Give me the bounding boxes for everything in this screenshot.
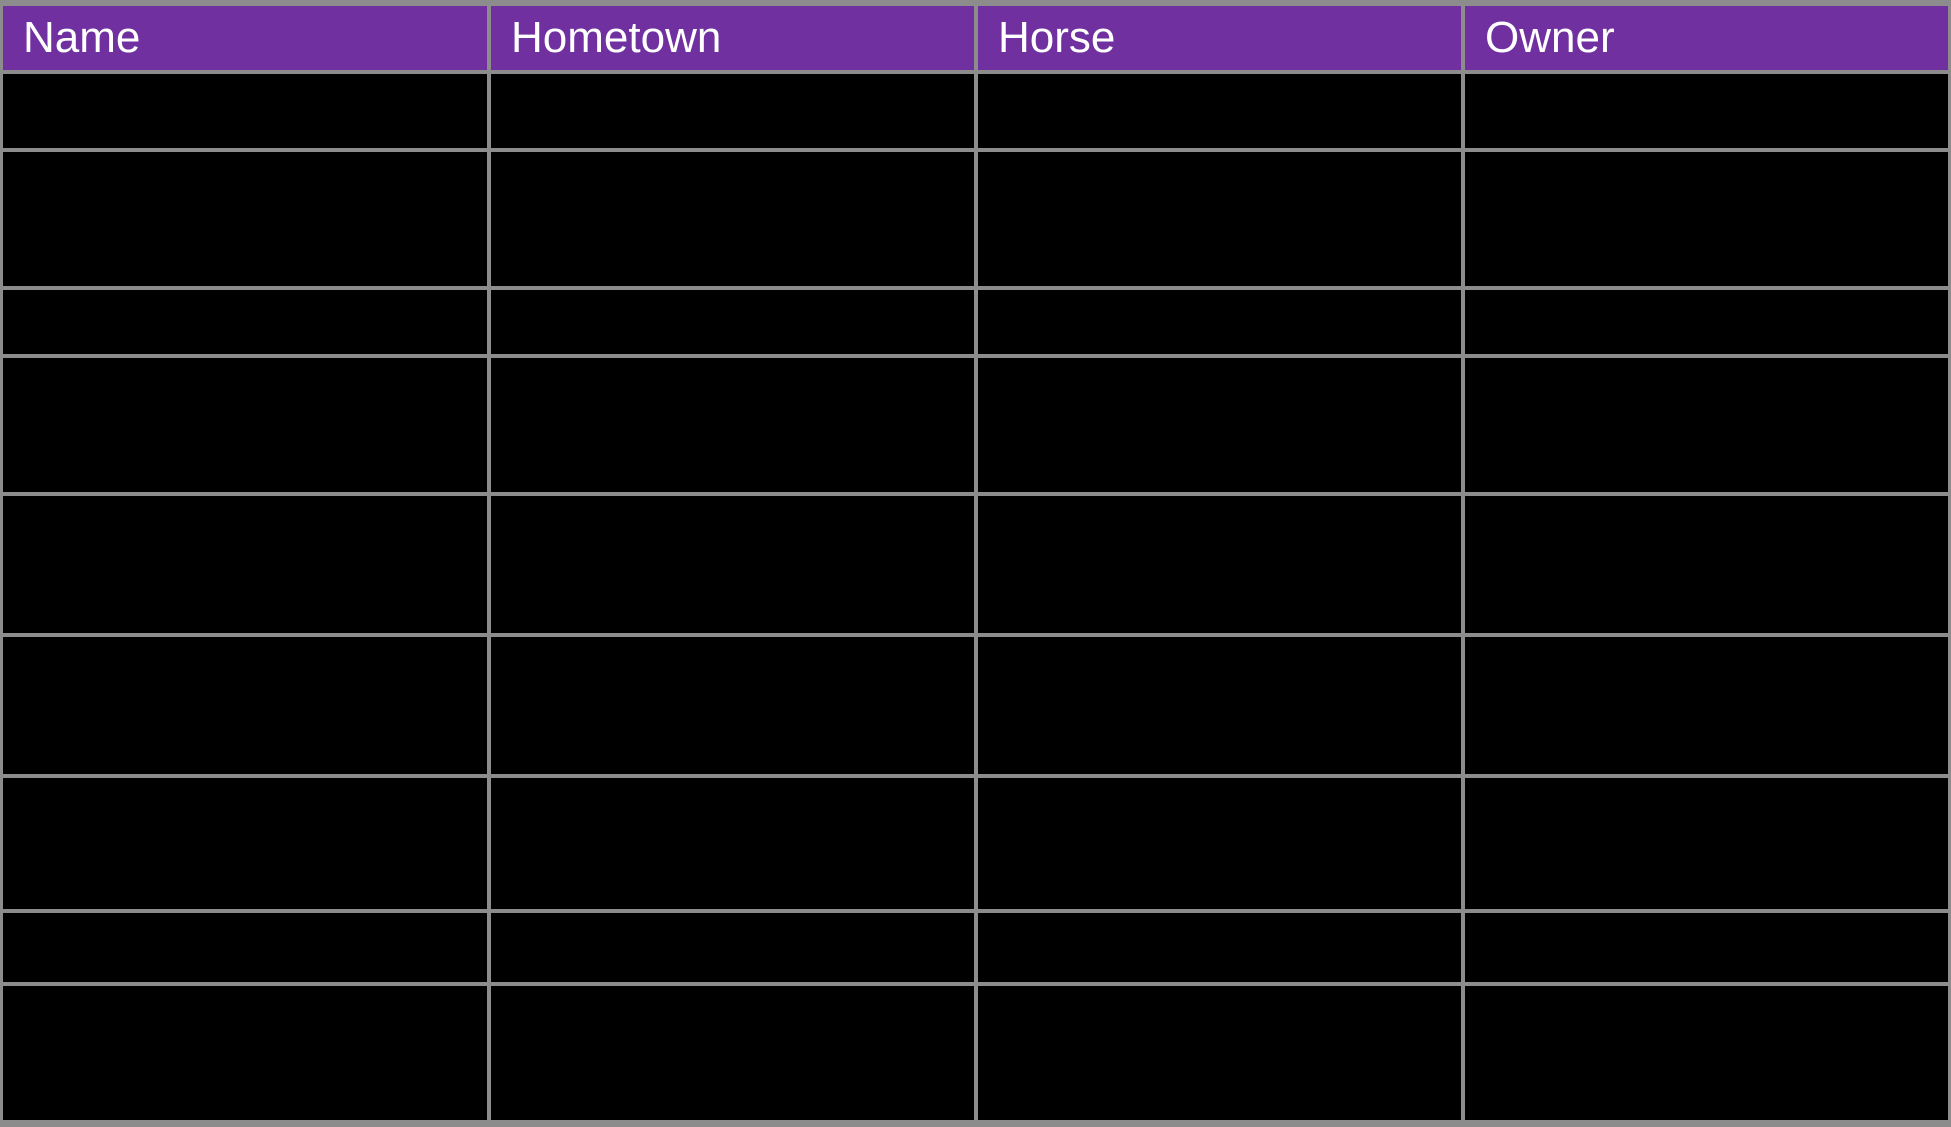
table-cell-r9c2 — [491, 986, 974, 1120]
table-cell-r3c4 — [1465, 290, 1948, 354]
table-cell-r9c1 — [3, 986, 487, 1120]
table-cell-r1c3 — [978, 74, 1461, 148]
table-cell-r3c3 — [978, 290, 1461, 354]
table-cell-r4c2 — [491, 358, 974, 492]
table-cell-r2c1 — [3, 152, 487, 286]
table-cell-r1c2 — [491, 74, 974, 148]
table-cell-r6c2 — [491, 637, 974, 774]
column-header-name: Name — [3, 6, 487, 70]
table-cell-r7c1 — [3, 778, 487, 909]
table-cell-r8c1 — [3, 913, 487, 982]
table-cell-r7c4 — [1465, 778, 1948, 909]
table-cell-r3c2 — [491, 290, 974, 354]
table-cell-r2c4 — [1465, 152, 1948, 286]
column-header-hometown: Hometown — [491, 6, 974, 70]
column-header-horse: Horse — [978, 6, 1461, 70]
column-header-owner: Owner — [1465, 6, 1948, 70]
table-cell-r5c3 — [978, 496, 1461, 633]
table-cell-r5c4 — [1465, 496, 1948, 633]
table-cell-r2c3 — [978, 152, 1461, 286]
table-cell-r5c2 — [491, 496, 974, 633]
table-cell-r7c2 — [491, 778, 974, 909]
table-cell-r6c1 — [3, 637, 487, 774]
table-cell-r9c4 — [1465, 986, 1948, 1120]
table-cell-r8c2 — [491, 913, 974, 982]
table-cell-r1c1 — [3, 74, 487, 148]
table-cell-r8c4 — [1465, 913, 1948, 982]
table-cell-r5c1 — [3, 496, 487, 633]
table-cell-r9c3 — [978, 986, 1461, 1120]
table-cell-r6c3 — [978, 637, 1461, 774]
table-cell-r6c4 — [1465, 637, 1948, 774]
table-cell-r8c3 — [978, 913, 1461, 982]
table-cell-r3c1 — [3, 290, 487, 354]
table-cell-r1c4 — [1465, 74, 1948, 148]
table-cell-r7c3 — [978, 778, 1461, 909]
table-cell-r4c3 — [978, 358, 1461, 492]
table-cell-r4c1 — [3, 358, 487, 492]
table-cell-r2c2 — [491, 152, 974, 286]
table-cell-r4c4 — [1465, 358, 1948, 492]
